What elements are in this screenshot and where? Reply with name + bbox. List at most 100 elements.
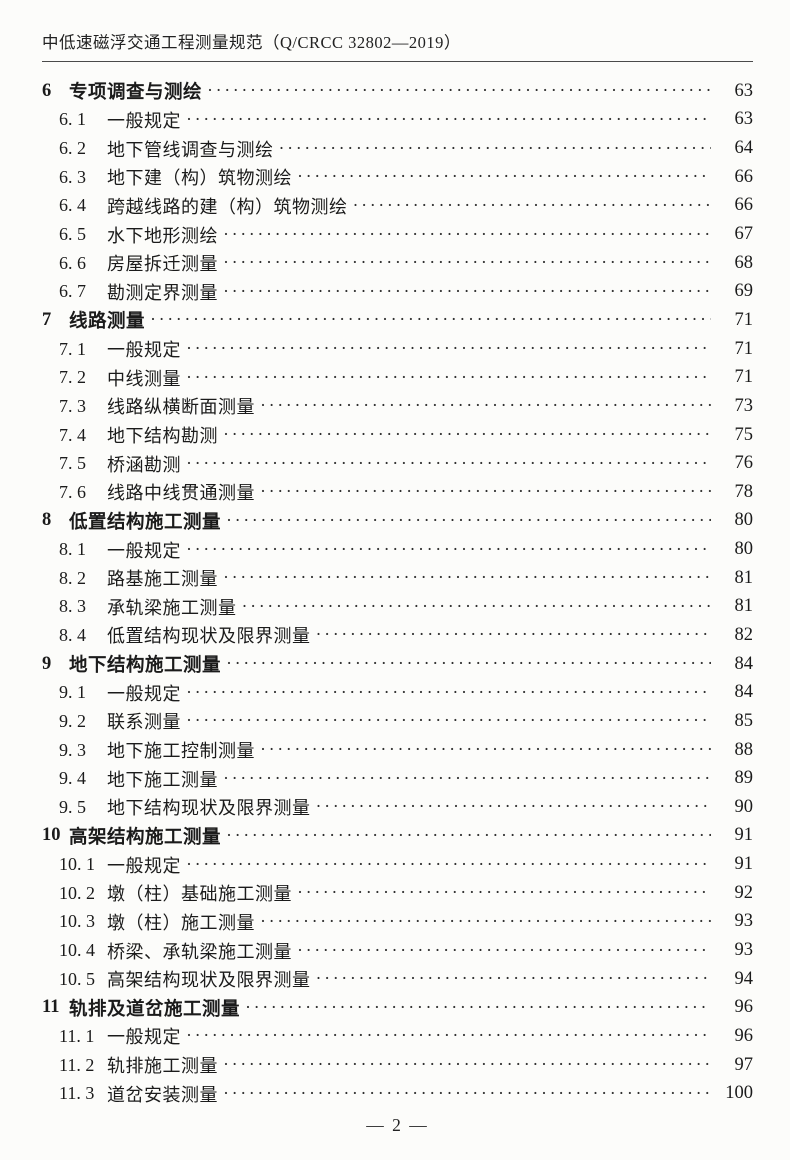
toc-entry: 11. 1 一般规定 96 (42, 1022, 753, 1051)
toc-entry-title: 轨排及道岔施工测量 (69, 999, 241, 1020)
toc-entry-title: 一般规定 (107, 683, 181, 704)
toc-entry-number: 6. 5 (59, 224, 86, 245)
toc-entry-number: 9. 4 (59, 768, 86, 789)
toc-entry-title: 地下结构现状及限界测量 (107, 798, 311, 819)
dot-leader (260, 911, 711, 933)
dot-leader (186, 109, 711, 131)
toc-entry-title: 桥梁、承轨梁施工测量 (107, 941, 292, 962)
toc-entry-title: 高架结构施工测量 (69, 827, 222, 848)
toc-entry-page: 90 (734, 796, 754, 817)
toc-entry-page: 80 (734, 539, 754, 560)
toc-entry: 6. 4 跨越线路的建（构）筑物测绘 66 (42, 192, 753, 221)
toc-entry-title: 房屋拆迁测量 (107, 254, 218, 275)
dot-leader (353, 195, 712, 217)
toc-entry-number: 6. 2 (59, 138, 86, 159)
toc-entry-title: 一般规定 (107, 1027, 181, 1048)
toc-entry-number: 10. 4 (59, 940, 95, 961)
toc-entry-page: 80 (734, 510, 754, 531)
toc-entry-page: 66 (734, 166, 754, 187)
toc-entry-title: 承轨梁施工测量 (107, 597, 237, 618)
toc-entry-title: 一般规定 (107, 540, 181, 561)
toc-entry-number: 7. 6 (59, 481, 86, 502)
toc-entry-number: 7. 1 (59, 338, 86, 359)
toc-entry-number: 6 (42, 80, 52, 101)
toc-entry-number: 7. 2 (59, 367, 86, 388)
dot-leader (186, 682, 711, 704)
toc-entry-number: 11. 2 (59, 1054, 95, 1075)
toc-entry-page: 64 (734, 138, 754, 159)
toc-entry-page: 89 (734, 768, 754, 789)
toc-entry: 10 高架结构施工测量 91 (42, 822, 753, 851)
header-rule (42, 61, 753, 62)
toc-entry: 6. 5 水下地形测绘 67 (42, 220, 753, 249)
dot-leader (223, 281, 711, 303)
dot-leader (186, 710, 711, 732)
toc-entry-title: 勘测定界测量 (107, 282, 218, 303)
toc-entry-title: 一般规定 (107, 340, 181, 361)
dot-leader (186, 338, 711, 360)
dot-leader (223, 224, 711, 246)
toc-entry: 10. 4 桥梁、承轨梁施工测量 93 (42, 936, 753, 965)
dot-leader (223, 768, 711, 790)
toc-entry-page: 78 (734, 481, 754, 502)
toc-entry-title: 道岔安装测量 (107, 1084, 218, 1105)
toc-entry-page: 68 (734, 252, 754, 273)
dot-leader (223, 1083, 711, 1105)
toc-entry-title: 轨排施工测量 (107, 1056, 218, 1077)
toc-entry: 9 地下结构施工测量 84 (42, 650, 753, 679)
toc-entry-page: 75 (734, 424, 754, 445)
dot-leader (223, 252, 711, 274)
toc-entry-number: 7. 4 (59, 424, 86, 445)
toc-entry-number: 6. 1 (59, 109, 86, 130)
toc-entry: 7. 6 线路中线贯通测量 78 (42, 478, 753, 507)
toc-entry: 10. 3 墩（柱）施工测量 93 (42, 908, 753, 937)
dot-leader (186, 539, 711, 561)
dot-leader (260, 739, 711, 761)
toc-entry: 11 轨排及道岔施工测量 96 (42, 994, 753, 1023)
toc-entry-number: 8. 2 (59, 567, 86, 588)
dot-leader (260, 395, 711, 417)
toc-entry-page: 91 (734, 825, 754, 846)
toc-entry-page: 66 (734, 195, 754, 216)
toc-entry: 6 专项调查与测绘 63 (42, 77, 753, 106)
toc-entry: 10. 1 一般规定 91 (42, 850, 753, 879)
toc-entry-page: 69 (734, 281, 754, 302)
toc-entry: 7. 1 一般规定 71 (42, 335, 753, 364)
toc-entry-title: 墩（柱）施工测量 (107, 912, 255, 933)
dot-leader (150, 309, 711, 331)
toc-entry: 7. 5 桥涵勘测 76 (42, 449, 753, 478)
toc-entry: 8. 3 承轨梁施工测量 81 (42, 593, 753, 622)
toc-entry-number: 9. 3 (59, 739, 86, 760)
toc-entry-page: 97 (734, 1054, 754, 1075)
toc-entry-page: 84 (734, 653, 754, 674)
toc-entry: 6. 3 地下建（构）筑物测绘 66 (42, 163, 753, 192)
dot-leader (226, 653, 711, 675)
toc-entry-title: 中线测量 (107, 368, 181, 389)
toc-entry-page: 85 (734, 710, 754, 731)
toc-entry: 9. 5 地下结构现状及限界测量 90 (42, 793, 753, 822)
toc-entry-page: 93 (734, 911, 754, 932)
toc-entry-page: 81 (734, 567, 754, 588)
toc-entry-title: 地下施工测量 (107, 769, 218, 790)
dot-leader (223, 1054, 711, 1076)
dot-leader (186, 367, 711, 389)
toc-entry: 8 低置结构施工测量 80 (42, 507, 753, 536)
toc-entry-title: 联系测量 (107, 712, 181, 733)
toc-entry: 6. 6 房屋拆迁测量 68 (42, 249, 753, 278)
toc-entry: 6. 2 地下管线调查与测绘 64 (42, 134, 753, 163)
toc-entry-number: 6. 7 (59, 281, 86, 302)
dot-leader (186, 453, 711, 475)
toc-entry-number: 10. 2 (59, 882, 95, 903)
toc-entry-title: 地下结构施工测量 (69, 656, 222, 677)
toc-entry-number: 6. 4 (59, 195, 86, 216)
dot-leader (186, 854, 711, 876)
toc-entry: 9. 2 联系测量 85 (42, 707, 753, 736)
dot-leader (316, 968, 712, 990)
toc-entry-number: 6. 6 (59, 252, 86, 273)
toc-entry-title: 低置结构施工测量 (69, 512, 222, 533)
dot-leader (297, 166, 711, 188)
toc-entry-number: 10. 1 (59, 854, 95, 875)
toc-entry-number: 10. 3 (59, 911, 95, 932)
toc-entry-title: 桥涵勘测 (107, 454, 181, 475)
dot-leader (242, 596, 712, 618)
